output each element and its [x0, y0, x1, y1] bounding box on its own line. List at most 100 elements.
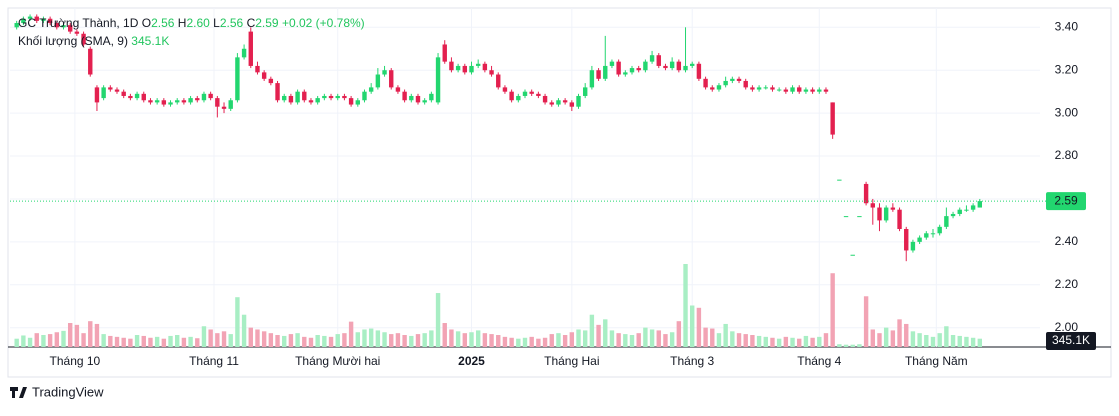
- candle-body: [335, 95, 340, 99]
- volume-bar: [750, 335, 755, 347]
- x-tick-label: Tháng 3: [670, 354, 714, 368]
- candle-body: [736, 78, 742, 81]
- candle-body: [221, 106, 227, 109]
- volume-bar: [830, 273, 835, 347]
- candle-body: [322, 95, 327, 99]
- candle-body: [275, 83, 280, 101]
- change: +0.02 (+0.78%): [282, 16, 365, 30]
- candle-body: [696, 63, 702, 79]
- candle-body: [489, 70, 494, 75]
- candle-body: [41, 18, 46, 21]
- candles: [14, 14, 983, 262]
- volume-bar: [148, 337, 153, 347]
- candle-body: [970, 205, 976, 210]
- volume-bar: [101, 334, 106, 347]
- volume-bar: [549, 334, 554, 347]
- volume-bar: [322, 335, 327, 347]
- volume-bar: [154, 336, 160, 347]
- candle-body: [295, 91, 300, 103]
- volume-bar: [175, 335, 180, 347]
- candle-body: [803, 89, 809, 92]
- candle-body: [917, 237, 922, 242]
- x-tick-label: Tháng Năm: [905, 354, 968, 368]
- candle-body: [790, 87, 795, 92]
- volume-bar: [656, 330, 661, 347]
- volume-bar: [850, 344, 855, 347]
- candle-body: [830, 102, 835, 135]
- volume-bar: [455, 331, 461, 347]
- volume-bar: [282, 335, 287, 347]
- candle-body: [215, 98, 220, 107]
- volume-sma: 345.1K: [131, 34, 169, 48]
- volume-bar: [435, 293, 441, 347]
- volume-label: Khối lượng (SMA, 9): [18, 34, 128, 48]
- volume-bar: [114, 336, 120, 347]
- volume-bar: [368, 328, 374, 347]
- candle-body: [168, 102, 173, 105]
- volume-bar: [536, 338, 541, 347]
- candle-body: [924, 233, 929, 238]
- candle-body: [843, 216, 849, 218]
- candle-body: [616, 61, 621, 75]
- volume-bar: [61, 330, 66, 347]
- candle-body: [435, 57, 441, 103]
- candle-body: [690, 63, 695, 66]
- candle-body: [422, 100, 427, 103]
- candle-body: [810, 89, 815, 92]
- volume-bar: [382, 332, 387, 347]
- volume-bar: [736, 333, 742, 347]
- candle-body: [623, 72, 628, 75]
- volume-bar: [449, 329, 454, 347]
- candle-body: [27, 16, 33, 19]
- volume-bar: [917, 333, 922, 347]
- volume-bar: [415, 334, 421, 347]
- candle-body: [776, 89, 782, 91]
- candle-body: [783, 89, 789, 92]
- volume-bar: [576, 329, 581, 347]
- candle-body: [930, 233, 936, 235]
- y-tick-label: 2.00: [1055, 320, 1079, 334]
- candle-body: [629, 68, 635, 73]
- volume-bar: [703, 327, 708, 347]
- y-tick-label: 2.20: [1055, 277, 1079, 291]
- y-tick-label: 3.40: [1055, 19, 1079, 33]
- candle-body: [649, 55, 655, 62]
- candle-body: [977, 201, 983, 208]
- volume-bar: [616, 333, 621, 347]
- candle-body: [128, 95, 133, 99]
- candle-body: [148, 100, 153, 103]
- volume-bar: [964, 336, 969, 347]
- candle-body: [61, 25, 66, 28]
- volume-bar: [94, 323, 100, 347]
- candle-body: [181, 100, 187, 103]
- header: GC Trường Thành, 1D O2.56 H2.60 L2.56 C2…: [18, 16, 365, 30]
- volume-bar: [957, 335, 962, 347]
- candle-body: [255, 65, 260, 73]
- volume-bar: [797, 338, 802, 347]
- x-tick-label: Tháng 11: [189, 354, 239, 368]
- volume-bar: [342, 333, 347, 347]
- volume-bar: [255, 329, 260, 347]
- candle-body: [429, 93, 434, 101]
- volume-bar: [442, 323, 447, 347]
- candle-body: [823, 89, 829, 92]
- candle-body: [656, 55, 661, 66]
- candle-body: [241, 48, 247, 58]
- volume-bar: [696, 307, 702, 347]
- candle-body: [603, 65, 608, 79]
- candle-body: [34, 16, 39, 21]
- candle-body: [114, 89, 120, 92]
- volume-bar: [302, 336, 307, 347]
- volume-bar: [883, 327, 889, 347]
- volume-bar: [275, 335, 280, 347]
- volume-bar: [904, 323, 909, 347]
- volume-bar: [776, 338, 782, 347]
- volume-bar: [857, 344, 862, 347]
- candle-body: [395, 87, 401, 92]
- candle-body: [208, 93, 213, 99]
- volume-bar: [14, 338, 19, 347]
- volume-bar: [803, 335, 809, 347]
- volume-bar: [509, 337, 514, 347]
- candle-body: [462, 65, 468, 73]
- high-label: H: [178, 16, 187, 30]
